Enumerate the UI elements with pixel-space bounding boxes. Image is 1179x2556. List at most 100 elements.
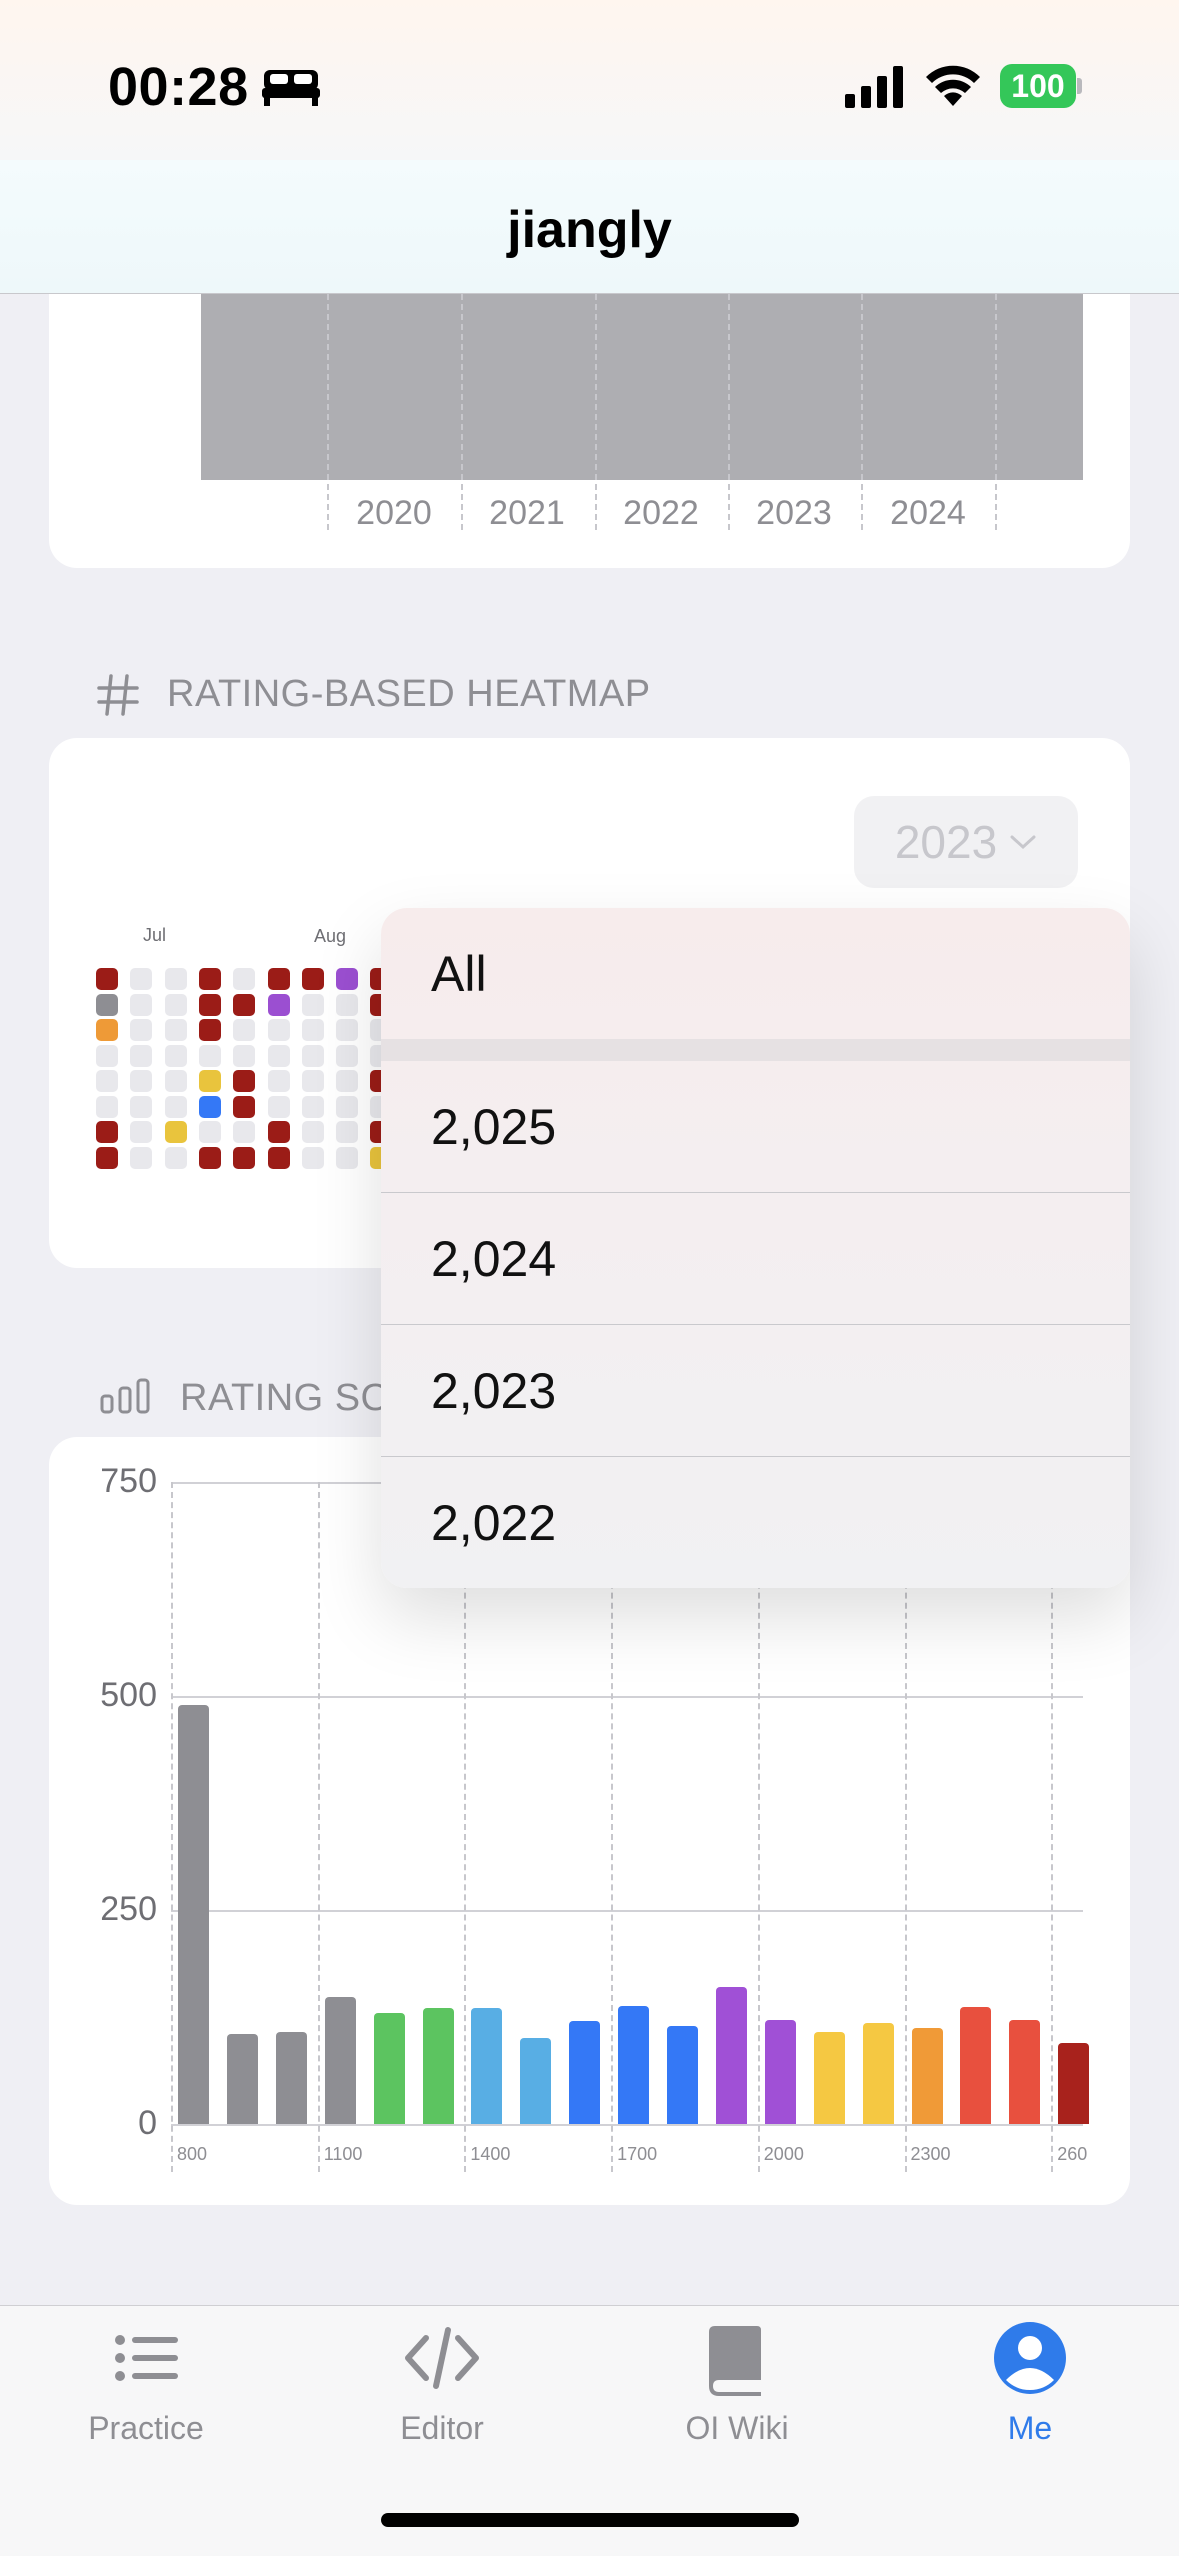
tab-oi-wiki[interactable]: OI Wiki: [617, 2318, 857, 2458]
heatmap-cell: [130, 1095, 153, 1118]
rating-bar: [1009, 2019, 1041, 2124]
y-tick-label: 750: [100, 1462, 157, 1500]
heatmap-cell: [96, 1095, 118, 1118]
x-grid-line: [464, 1482, 467, 2172]
heatmap-cell: [233, 1146, 256, 1169]
heatmap-cell: [164, 1146, 187, 1169]
heatmap-month-label: Aug: [314, 926, 347, 946]
dropdown-option-all[interactable]: All: [431, 945, 487, 1002]
grid-line: [861, 294, 863, 530]
heatmap-cell: [96, 1044, 118, 1067]
heatmap-cell: [233, 1044, 256, 1067]
book-icon: [709, 2326, 761, 2396]
dropdown-option-2022[interactable]: 2,022: [431, 1494, 557, 1551]
rating-bar: [275, 2031, 307, 2124]
heatmap-cell: [267, 1146, 290, 1169]
rating-bar: [471, 2008, 503, 2124]
heatmap-cell: [130, 993, 153, 1016]
grid-line: [461, 294, 463, 530]
tab-editor[interactable]: Editor: [322, 2318, 562, 2458]
page-title: jiangly: [507, 201, 672, 259]
heatmap-cell: [198, 1121, 221, 1143]
x-tick-label: 800: [177, 2144, 208, 2164]
year-tick: 2022: [623, 494, 699, 532]
year-tick: 2020: [356, 494, 432, 532]
grid-line: [728, 294, 730, 530]
heatmap-cell: [336, 993, 359, 1016]
heatmap-cell: [336, 1121, 359, 1143]
x-grid-line: [317, 1482, 320, 2172]
year-dropdown-menu: All 2,025 2,024 2,023 2,022: [381, 908, 1130, 1588]
bed-icon: [262, 70, 320, 106]
heatmap-cell: [336, 1019, 359, 1041]
rating-bar: [764, 2019, 796, 2124]
heatmap-cell: [301, 1044, 324, 1067]
heatmap-cell: [267, 968, 290, 990]
x-grid-line: [611, 1482, 614, 2172]
heatmap-cell: [267, 1070, 290, 1092]
heatmap-section-header: RATING-BASED HEATMAP: [167, 673, 651, 715]
heatmap-cell: [336, 1146, 359, 1169]
dropdown-option-2023[interactable]: 2,023: [431, 1362, 557, 1419]
rating-bar: [373, 2012, 405, 2124]
heatmap-cell: [96, 993, 118, 1016]
tab-me[interactable]: Me: [910, 2318, 1150, 2458]
y-grid-line: [171, 1696, 1083, 1698]
battery-indicator: 100: [1000, 64, 1076, 108]
rating-bar: [813, 2031, 845, 2124]
heatmap-cell: [164, 968, 187, 990]
heatmap-cell: [267, 1044, 290, 1067]
x-grid-line: [1051, 1482, 1054, 2172]
heatmap-cell: [198, 1044, 221, 1067]
dropdown-separator: [381, 1456, 1130, 1457]
rating-bar: [1058, 2042, 1090, 2124]
rating-bar: [618, 2005, 650, 2124]
x-tick-label: 260: [1057, 2144, 1088, 2164]
heatmap-cell: [267, 1121, 290, 1143]
heatmap-cell: [301, 1070, 324, 1092]
battery-tip: [1077, 78, 1082, 94]
heatmap-cell: [96, 1070, 118, 1092]
rating-bar: [422, 2008, 454, 2124]
heatmap-cell: [233, 1070, 256, 1092]
year-picker-button[interactable]: 2023: [854, 796, 1078, 888]
dropdown-option-2025[interactable]: 2,025: [431, 1098, 557, 1155]
heatmap-cell: [336, 1070, 359, 1092]
heatmap-cell: [164, 1044, 187, 1067]
heatmap-cell: [130, 1044, 153, 1067]
grid-line: [327, 294, 329, 530]
y-tick-label: 500: [100, 1676, 157, 1714]
year-tick: 2021: [489, 494, 565, 532]
navigation-bar: [0, 160, 1179, 294]
wifi-icon: [926, 65, 980, 106]
heatmap-cell: [301, 968, 324, 990]
heatmap-cell: [301, 1121, 324, 1143]
rating-bar: [226, 2034, 258, 2124]
heatmap-cell: [198, 993, 221, 1016]
heatmap-cell: [336, 1095, 359, 1118]
dropdown-section-gap: [381, 1039, 1130, 1061]
dropdown-separator: [381, 1192, 1130, 1193]
heatmap-cell: [130, 968, 153, 990]
rating-bar: [520, 2038, 552, 2124]
heatmap-cell: [96, 1121, 118, 1143]
heatmap-cell: [233, 1095, 256, 1118]
heatmap-cell: [130, 1121, 153, 1143]
heatmap-cell: [301, 993, 324, 1016]
rating-section-header: RATING SO: [180, 1377, 391, 1419]
year-tick: 2023: [756, 494, 832, 532]
heatmap-cell: [198, 1070, 221, 1092]
x-grid-line: [757, 1482, 760, 2172]
heatmap-cell: [130, 1070, 153, 1092]
y-grid-line: [171, 1910, 1083, 1912]
heatmap-cell: [96, 1019, 118, 1041]
cellular-signal-icon: [845, 66, 903, 108]
heatmap-cell: [233, 1019, 256, 1041]
rating-bar: [324, 1997, 356, 2124]
dropdown-option-2024[interactable]: 2,024: [431, 1230, 557, 1287]
tab-practice[interactable]: Practice: [26, 2318, 266, 2458]
y-grid-line: [171, 2124, 1083, 2126]
tab-label: OI Wiki: [685, 2410, 789, 2446]
heatmap-cell: [233, 993, 256, 1016]
x-tick-label: 1400: [470, 2144, 511, 2164]
